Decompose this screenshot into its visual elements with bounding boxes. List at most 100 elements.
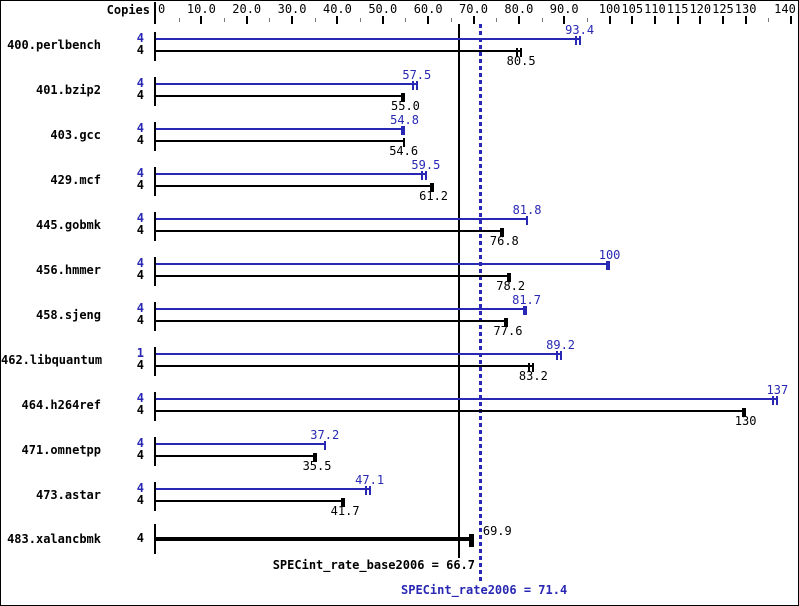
base-copies-label: 4 — [136, 268, 144, 282]
x-axis-major-tick — [721, 16, 724, 24]
x-axis-tick-label: 80.0 — [504, 2, 534, 16]
bar-end-marker — [364, 486, 367, 495]
base-value-label: 80.5 — [506, 54, 536, 68]
peak-bar — [156, 488, 370, 490]
x-axis-major-tick — [336, 16, 339, 24]
x-axis-major-tick — [291, 16, 294, 24]
row-spine — [154, 524, 156, 554]
x-axis-tick-label: 110 — [644, 2, 666, 16]
base-bar — [156, 537, 474, 541]
base-value-label: 41.7 — [330, 504, 360, 518]
peak-copies-label: 1 — [136, 346, 144, 360]
peak-value-label: 54.8 — [390, 113, 419, 127]
peak-bar — [156, 38, 580, 40]
bar-end-marker — [772, 396, 775, 405]
base-value-label: 69.9 — [482, 524, 512, 538]
bar-end-marker — [526, 216, 529, 225]
base-copies-label: 4 — [136, 493, 144, 507]
row-spine — [154, 212, 156, 241]
benchmark-label: 403.gcc — [50, 128, 101, 142]
peak-bar — [156, 308, 527, 310]
peak-copies-label: 4 — [136, 76, 144, 90]
peak-value-label: 37.2 — [310, 428, 340, 442]
peak-bar — [156, 263, 610, 265]
x-axis-tick-label: 20.0 — [232, 2, 262, 16]
base-bar — [156, 95, 406, 97]
bar-end-marker — [776, 396, 779, 405]
bar-end-marker — [605, 261, 610, 270]
x-axis-major-tick — [744, 16, 747, 24]
x-axis-major-tick — [699, 16, 702, 24]
row-spine — [154, 257, 156, 286]
x-axis-minor-tick — [360, 18, 362, 22]
x-axis-tick-label: 10.0 — [186, 2, 216, 16]
bar-end-marker — [555, 351, 558, 360]
x-axis-minor-tick — [178, 18, 180, 22]
peak-value-label: 137 — [766, 383, 789, 397]
base-copies-label: 4 — [136, 223, 144, 237]
bar-end-marker — [341, 498, 346, 507]
x-axis-tick-label: 140 — [774, 2, 796, 16]
peak-copies-label: 4 — [136, 436, 144, 450]
peak-copies-label: 4 — [136, 31, 144, 45]
peak-value-label: 57.5 — [402, 68, 432, 82]
x-axis-tick-label: 40.0 — [322, 2, 352, 16]
x-axis-minor-tick — [496, 18, 498, 22]
row-spine — [154, 167, 156, 196]
base-reference-line — [457, 24, 460, 558]
bar-end-marker — [516, 48, 519, 57]
base-bar — [156, 500, 346, 502]
peak-bar — [156, 218, 528, 220]
benchmark-label: 464.h264ref — [21, 398, 101, 412]
base-copies-label: 4 — [136, 178, 144, 192]
bar-end-marker — [522, 306, 527, 315]
base-value-label: 130 — [734, 414, 757, 428]
base-value-label: 78.2 — [496, 279, 526, 293]
x-axis-major-tick — [200, 16, 203, 24]
axis-origin-spine — [154, 2, 156, 24]
row-spine — [154, 437, 156, 466]
peak-value-label: 100 — [598, 248, 621, 262]
peak-reference-line — [478, 24, 482, 581]
bar-end-marker — [532, 363, 535, 372]
bar-end-marker — [559, 351, 562, 360]
base-copies-label: 4 — [136, 313, 144, 327]
bar-end-marker — [578, 36, 581, 45]
x-axis-minor-tick — [541, 18, 543, 22]
x-axis-minor-tick — [405, 18, 407, 22]
x-axis-major-tick — [676, 16, 679, 24]
x-axis-tick-label: 60.0 — [413, 2, 443, 16]
bar-end-marker — [429, 183, 434, 192]
x-axis-tick-label: 90.0 — [549, 2, 579, 16]
base-bar — [156, 275, 511, 277]
base-summary-label: SPECint_rate_base2006 = 66.7 — [272, 558, 475, 572]
base-value-label: 77.6 — [493, 324, 523, 338]
peak-bar — [156, 398, 778, 400]
bar-end-marker — [411, 81, 414, 90]
x-axis-major-tick — [653, 16, 656, 24]
bar-end-marker — [500, 228, 505, 237]
base-value-label: 76.8 — [489, 234, 519, 248]
x-axis-minor-tick — [224, 18, 226, 22]
x-axis-major-tick — [427, 16, 430, 24]
base-copies-label: 4 — [136, 43, 144, 57]
peak-value-label: 47.1 — [355, 473, 385, 487]
peak-copies-label: 4 — [136, 301, 144, 315]
peak-value-label: 59.5 — [411, 158, 441, 172]
peak-bar — [156, 353, 561, 355]
base-value-label: 35.5 — [302, 459, 332, 473]
bar-end-marker — [528, 363, 531, 372]
x-axis-major-tick — [381, 16, 384, 24]
bar-end-marker — [424, 171, 427, 180]
row-spine — [154, 302, 156, 331]
benchmark-label: 456.hmmer — [35, 263, 101, 277]
base-bar — [156, 230, 505, 232]
bar-end-marker — [402, 138, 405, 147]
base-copies-label: 4 — [136, 448, 144, 462]
